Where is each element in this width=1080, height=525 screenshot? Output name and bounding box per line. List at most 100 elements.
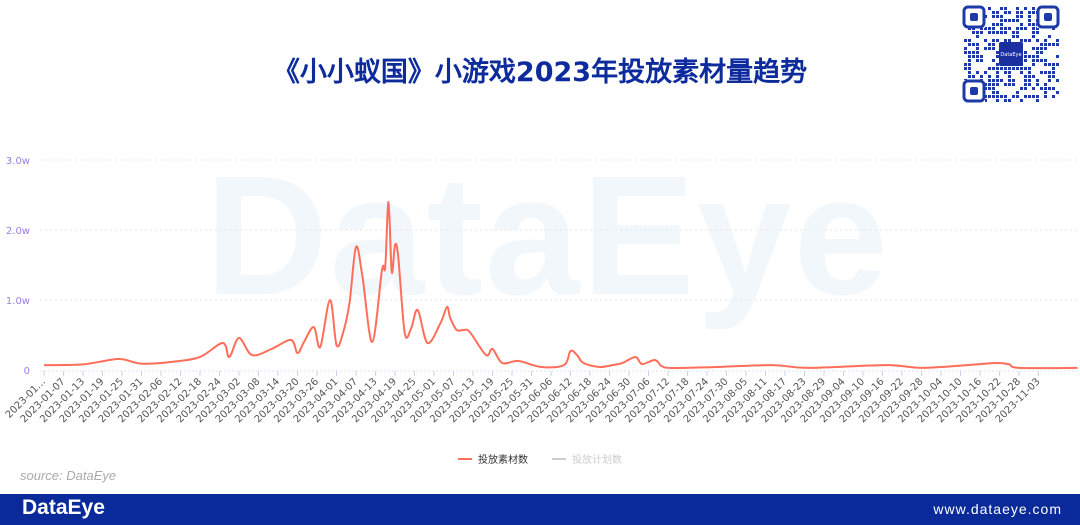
qr-module [976, 47, 979, 50]
qr-module [1008, 79, 1011, 82]
qr-module [996, 51, 999, 54]
y-tick-label: 0 [24, 366, 30, 377]
qr-module [996, 55, 999, 58]
qr-module [976, 59, 979, 62]
legend-item-materials[interactable]: 投放素材数 [458, 451, 528, 466]
watermark-logo: DataEye [205, 141, 890, 331]
qr-module [1024, 59, 1027, 62]
qr-module [996, 83, 999, 86]
qr-module [1040, 59, 1043, 62]
qr-module [1036, 31, 1039, 34]
qr-module [1012, 35, 1015, 38]
qr-module [1004, 71, 1007, 74]
qr-module [988, 43, 991, 46]
qr-module [1024, 55, 1027, 58]
qr-module [1024, 27, 1027, 30]
qr-module [968, 43, 971, 46]
qr-module [1016, 7, 1019, 10]
qr-finder [962, 79, 986, 103]
qr-module [1024, 7, 1027, 10]
qr-module [1036, 27, 1039, 30]
qr-module [1032, 75, 1035, 78]
qr-module [1028, 15, 1031, 18]
qr-module [996, 63, 999, 66]
qr-module [1020, 23, 1023, 26]
qr-module [1008, 11, 1011, 14]
qr-module [1008, 75, 1011, 78]
series-line-materials [43, 200, 1078, 370]
qr-module [1024, 87, 1027, 90]
qr-module [1012, 83, 1015, 86]
qr-module [1052, 95, 1055, 98]
legend-item-plans[interactable]: 投放计划数 [552, 451, 622, 466]
qr-module [1012, 95, 1015, 98]
qr-module [1020, 71, 1023, 74]
qr-module [1052, 67, 1055, 70]
qr-module [1028, 39, 1031, 42]
qr-module [1032, 59, 1035, 62]
qr-module [1044, 91, 1047, 94]
qr-module [976, 51, 979, 54]
qr-module [992, 15, 995, 18]
qr-module [988, 67, 991, 70]
qr-module [1016, 67, 1019, 70]
chart-legend: 投放素材数 投放计划数 [0, 451, 1080, 466]
qr-module [988, 7, 991, 10]
qr-module [1000, 23, 1003, 26]
qr-module [1040, 87, 1043, 90]
qr-module [988, 95, 991, 98]
qr-module [1044, 83, 1047, 86]
qr-module [1036, 83, 1039, 86]
qr-module [1028, 83, 1031, 86]
qr-module [968, 75, 971, 78]
qr-module [1012, 79, 1015, 82]
qr-module [984, 71, 987, 74]
qr-module [1032, 35, 1035, 38]
qr-module [1028, 75, 1031, 78]
qr-module [1036, 95, 1039, 98]
qr-module [996, 31, 999, 34]
qr-module [1032, 95, 1035, 98]
qr-finder-dot [1044, 13, 1052, 21]
qr-module [992, 27, 995, 30]
qr-module [1000, 19, 1003, 22]
qr-module [1024, 51, 1027, 54]
qr-module [1036, 47, 1039, 50]
qr-center-label: DataEye [1000, 52, 1021, 58]
qr-module [992, 59, 995, 62]
qr-module [1004, 95, 1007, 98]
qr-module [1004, 99, 1007, 102]
qr-module [1044, 87, 1047, 90]
qr-module [1032, 23, 1035, 26]
qr-module [996, 75, 999, 78]
qr-module [996, 23, 999, 26]
qr-module [1008, 71, 1011, 74]
qr-module [996, 95, 999, 98]
qr-module [1000, 67, 1003, 70]
qr-module [1016, 35, 1019, 38]
qr-module [1052, 43, 1055, 46]
qr-module [992, 91, 995, 94]
qr-module [996, 11, 999, 14]
qr-module [1012, 31, 1015, 34]
qr-module [1028, 79, 1031, 82]
legend-label: 投放素材数 [478, 455, 528, 466]
qr-module [964, 51, 967, 54]
qr-module [1024, 95, 1027, 98]
qr-module [988, 47, 991, 50]
qr-module [1024, 79, 1027, 82]
qr-module [968, 55, 971, 58]
qr-finder-dot [970, 87, 978, 95]
qr-module [964, 63, 967, 66]
qr-module [972, 43, 975, 46]
qr-module [980, 59, 983, 62]
qr-module [996, 71, 999, 74]
qr-module [968, 71, 971, 74]
qr-module [1000, 7, 1003, 10]
qr-module [1028, 55, 1031, 58]
qr-module [1056, 43, 1059, 46]
qr-module [964, 67, 967, 70]
qr-module [1028, 95, 1031, 98]
footer-bar: DataEye www.dataeye.com [0, 494, 1080, 525]
qr-module [988, 79, 991, 82]
